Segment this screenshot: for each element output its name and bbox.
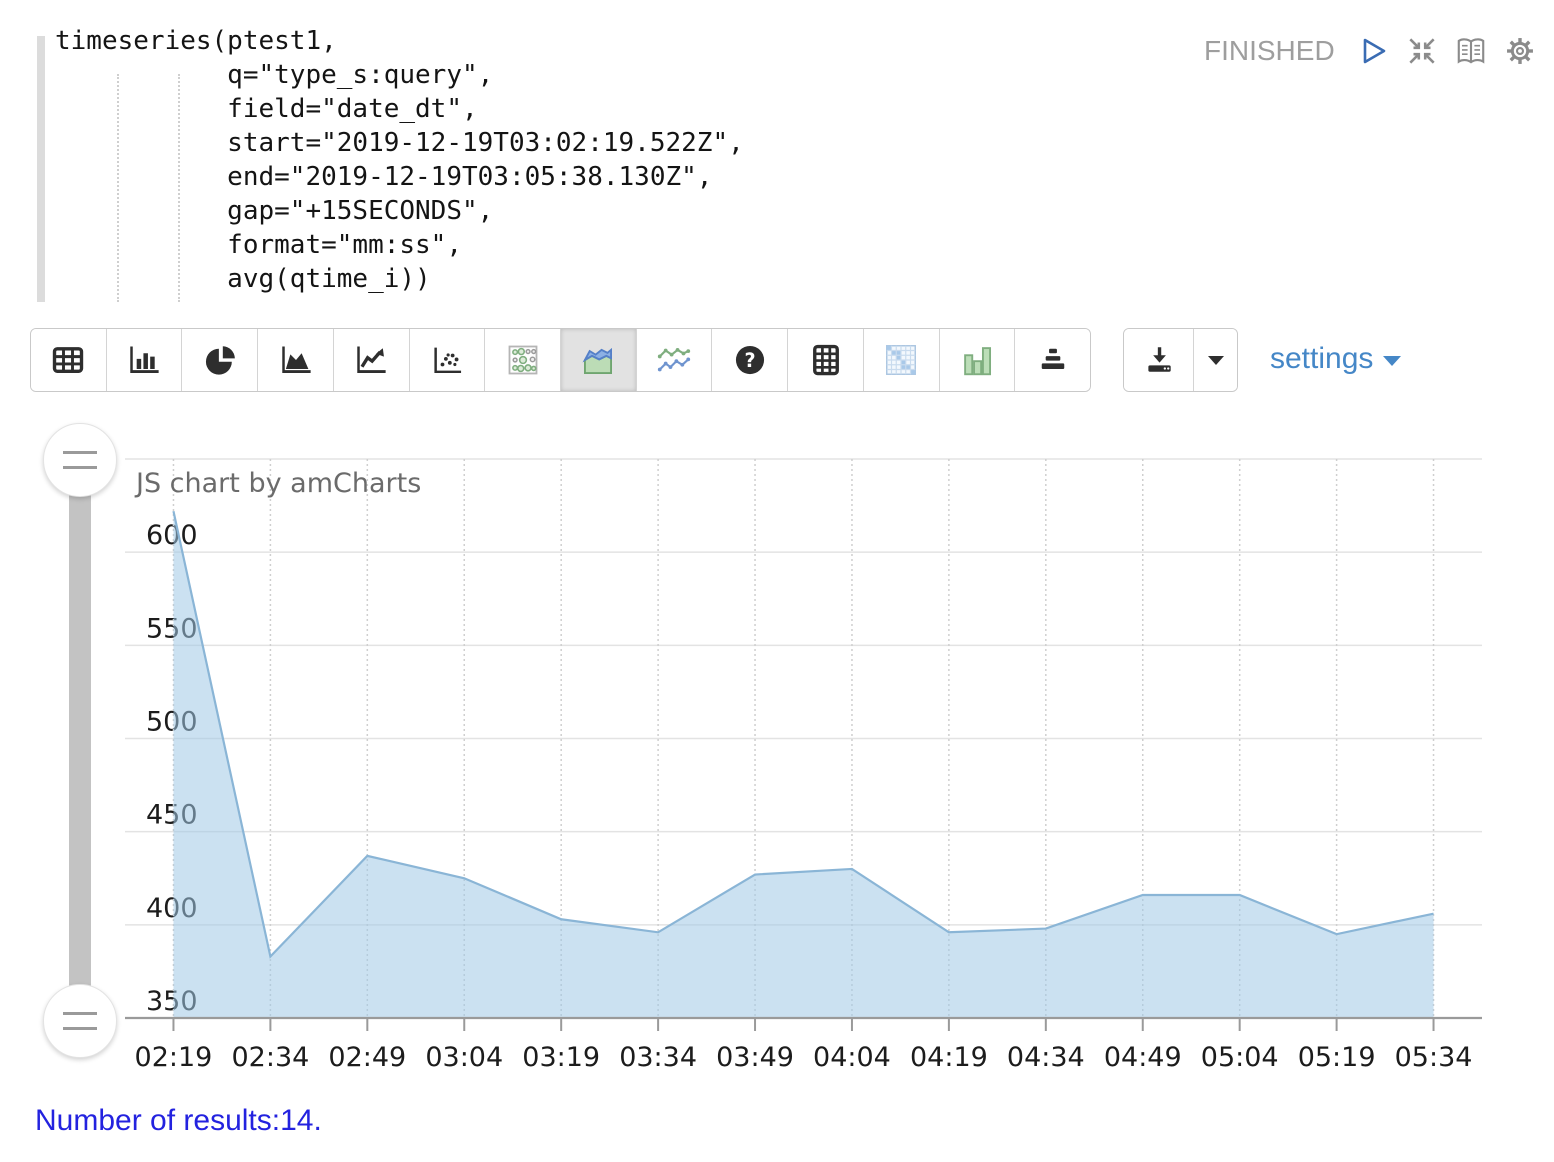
resize-handle-bottom[interactable] — [43, 984, 117, 1058]
resize-track — [69, 460, 91, 1021]
svg-text:02:49: 02:49 — [328, 1042, 406, 1073]
resize-handle-top[interactable] — [43, 423, 117, 497]
settings-dropdown[interactable]: settings — [1270, 342, 1402, 376]
help-icon[interactable]: ? — [711, 329, 788, 391]
play-icon[interactable] — [1356, 34, 1390, 68]
svg-text:02:19: 02:19 — [135, 1042, 213, 1073]
svg-text:03:49: 03:49 — [716, 1042, 794, 1073]
column-chart-icon[interactable] — [105, 329, 182, 391]
book-icon[interactable] — [1454, 34, 1488, 68]
chart-type-toolbar: ? — [30, 328, 1091, 392]
pyramid-bars-icon[interactable] — [1014, 329, 1090, 391]
multi-line-icon[interactable] — [635, 329, 712, 391]
svg-text:03:34: 03:34 — [619, 1042, 697, 1073]
svg-text:04:49: 04:49 — [1104, 1042, 1182, 1073]
svg-text:02:34: 02:34 — [231, 1042, 309, 1073]
svg-text:04:04: 04:04 — [813, 1042, 891, 1073]
pie-chart-icon[interactable] — [181, 329, 258, 391]
chevron-down-icon — [1207, 355, 1224, 365]
query-code[interactable]: timeseries(ptest1, q="type_s:query", fie… — [55, 26, 744, 294]
grouped-bars-icon[interactable] — [938, 329, 1015, 391]
svg-text:03:04: 03:04 — [425, 1042, 503, 1073]
paragraph-controls: FINISHED — [1204, 34, 1537, 68]
stacked-area-icon[interactable] — [560, 329, 636, 391]
download-group — [1123, 328, 1238, 392]
table-icon[interactable] — [31, 329, 106, 391]
indent-guide — [117, 74, 119, 302]
svg-text:04:19: 04:19 — [910, 1042, 988, 1073]
status-badge: FINISHED — [1204, 35, 1335, 66]
diagonal-matrix-icon[interactable] — [862, 329, 939, 391]
svg-text:05:04: 05:04 — [1201, 1042, 1279, 1073]
svg-text:?: ? — [744, 349, 755, 372]
svg-text:04:34: 04:34 — [1007, 1042, 1085, 1073]
area-chart-icon[interactable] — [257, 329, 333, 391]
grip-icon — [63, 451, 97, 469]
line-chart-icon[interactable] — [332, 329, 409, 391]
results-count: Number of results:14. — [35, 1104, 322, 1137]
gear-icon[interactable] — [1503, 34, 1537, 68]
compress-icon[interactable] — [1405, 34, 1439, 68]
grip-icon — [63, 1012, 97, 1030]
chevron-down-icon — [1383, 356, 1402, 366]
svg-text:05:34: 05:34 — [1395, 1042, 1473, 1073]
download-button[interactable] — [1124, 329, 1195, 391]
svg-text:JS chart by amCharts: JS chart by amCharts — [134, 468, 421, 499]
svg-text:05:19: 05:19 — [1298, 1042, 1376, 1073]
editor-gutter — [37, 36, 45, 302]
svg-text:03:19: 03:19 — [522, 1042, 600, 1073]
bubble-matrix-icon[interactable] — [484, 329, 561, 391]
svg-text:600: 600 — [146, 520, 198, 551]
download-caret-button[interactable] — [1194, 329, 1237, 391]
data-grid-icon[interactable] — [787, 329, 863, 391]
scatter-plot-icon[interactable] — [408, 329, 485, 391]
settings-label: settings — [1270, 342, 1374, 375]
indent-guide — [178, 74, 180, 302]
